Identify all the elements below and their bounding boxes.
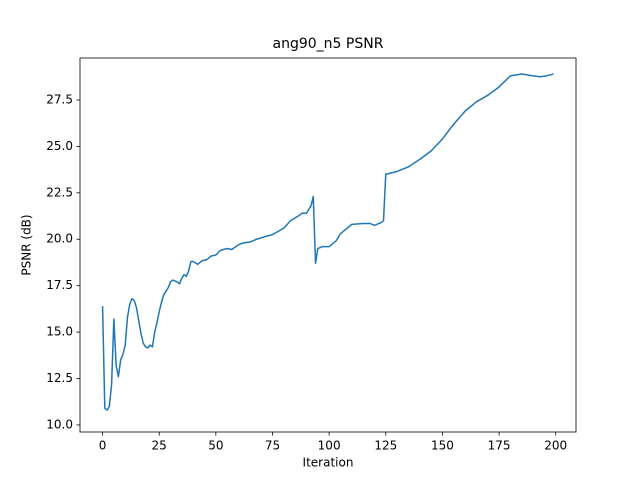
x-axis-label: Iteration (303, 456, 354, 470)
x-tick-label: 75 (265, 439, 280, 453)
y-tick-label: 15.0 (46, 325, 73, 339)
y-tick-label: 17.5 (46, 278, 73, 292)
y-tick-label: 25.0 (46, 139, 73, 153)
x-tick-label: 150 (431, 439, 454, 453)
data-line (101, 73, 554, 411)
x-tick-label: 50 (208, 439, 223, 453)
y-tick-label: 10.0 (46, 417, 73, 431)
y-tick-label: 20.0 (46, 232, 73, 246)
chart-title: ang90_n5 PSNR (273, 36, 384, 52)
x-tick-label: 175 (488, 439, 511, 453)
y-tick-label: 12.5 (46, 371, 73, 385)
axes-frame (79, 57, 577, 433)
x-tick-label: 25 (152, 439, 167, 453)
y-tick-label: 27.5 (46, 92, 73, 106)
x-tick-label: 125 (374, 439, 397, 453)
y-tick-label: 22.5 (46, 185, 73, 199)
x-tick-label: 100 (318, 439, 341, 453)
x-tick-label: 0 (99, 439, 107, 453)
x-tick-label: 200 (544, 439, 567, 453)
y-axis-label: PSNR (dB) (20, 214, 34, 275)
